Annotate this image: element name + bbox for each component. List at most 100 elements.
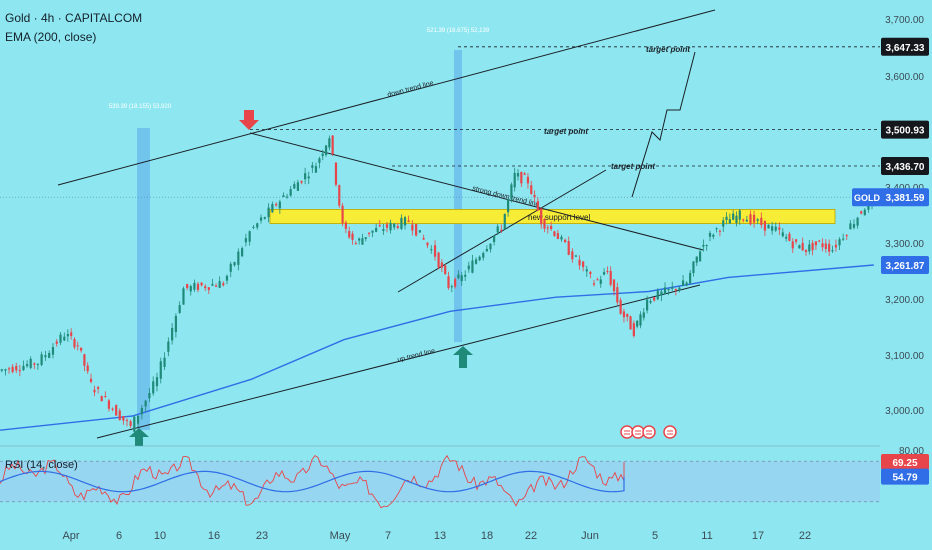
candle: [252, 226, 255, 228]
target-label: target point: [544, 127, 588, 136]
candle: [804, 249, 808, 253]
candle: [51, 346, 55, 355]
candle: [22, 365, 25, 370]
candle: [25, 364, 29, 367]
x-tick-label: 18: [481, 530, 493, 542]
support-zone: [269, 209, 836, 224]
candle: [454, 279, 457, 287]
candle: [467, 265, 470, 270]
price-label: 3,500.93: [886, 126, 925, 137]
candle: [96, 387, 100, 389]
up-arrow-icon: [453, 346, 473, 368]
candle: [460, 275, 463, 282]
candle: [44, 355, 47, 358]
candle: [705, 244, 708, 246]
candle: [689, 272, 692, 284]
candle: [133, 416, 136, 432]
candle: [4, 369, 7, 371]
trend-line-label: down trend line: [387, 80, 435, 99]
y-tick-label: 3,100.00: [885, 351, 924, 362]
x-tick-label: 13: [434, 530, 446, 542]
candle: [824, 243, 827, 249]
candle: [632, 323, 635, 336]
candle: [619, 300, 622, 314]
candle: [698, 251, 702, 262]
candle: [496, 226, 499, 233]
candle: [367, 232, 371, 234]
candle: [418, 230, 421, 233]
candle: [36, 363, 40, 365]
candle: [338, 185, 341, 206]
candle: [471, 260, 474, 273]
price-label: 3,436.70: [886, 162, 925, 173]
candle: [211, 284, 214, 286]
candle: [671, 286, 674, 289]
y-tick-label: 3,000.00: [885, 406, 924, 417]
candle: [642, 312, 645, 318]
candle: [182, 288, 185, 305]
candle: [314, 166, 318, 173]
candle: [788, 233, 791, 241]
candle: [546, 227, 549, 229]
candle: [599, 279, 602, 284]
candle: [415, 224, 418, 236]
rsi-value-label: 69.25: [892, 458, 917, 469]
candle: [440, 262, 443, 268]
candle: [193, 282, 196, 290]
x-tick-label: Apr: [62, 530, 79, 542]
candle: [852, 224, 856, 228]
candle: [639, 314, 642, 326]
candle: [485, 248, 488, 252]
candle: [728, 219, 731, 224]
candle: [163, 357, 166, 367]
candle: [543, 219, 546, 229]
candle: [596, 279, 599, 281]
x-tick-label: 10: [154, 530, 166, 542]
candle: [653, 297, 656, 301]
candle: [722, 220, 725, 227]
rsi-value-box: [881, 453, 929, 470]
candle: [760, 217, 763, 226]
down-arrow-icon: [239, 110, 259, 130]
event-flag-icon: [620, 425, 634, 439]
candle: [86, 365, 89, 372]
candle: [828, 243, 831, 252]
candle: [225, 275, 229, 281]
candle: [791, 241, 794, 249]
candle: [178, 305, 181, 313]
ema-line: [0, 264, 874, 431]
candle: [389, 222, 392, 231]
candle: [674, 288, 677, 291]
candle: [59, 334, 62, 343]
candle: [718, 230, 722, 232]
candle: [207, 287, 210, 290]
candle: [241, 248, 244, 257]
candle: [811, 242, 814, 251]
candle: [100, 396, 103, 402]
candle: [860, 211, 863, 214]
up-arrow-icon: [129, 428, 149, 446]
event-flag-icon: [631, 425, 645, 439]
candle: [520, 172, 523, 184]
candle: [378, 225, 381, 227]
candle: [18, 370, 21, 372]
candle: [450, 286, 453, 288]
candle: [233, 262, 236, 266]
trend-line-label: strong down trend line: [472, 185, 541, 208]
rsi-tick-label: 80.00: [899, 446, 924, 457]
candle: [293, 184, 296, 189]
candle: [622, 311, 626, 318]
candle: [660, 291, 663, 296]
candle: [506, 199, 510, 213]
trend-line: [57, 9, 716, 186]
candle: [592, 283, 596, 285]
candle: [324, 145, 328, 155]
candle: [66, 334, 69, 337]
x-tick-label: 22: [799, 530, 811, 542]
candle: [311, 165, 314, 168]
candle: [646, 299, 649, 311]
candle: [7, 368, 11, 370]
candle: [152, 381, 155, 394]
